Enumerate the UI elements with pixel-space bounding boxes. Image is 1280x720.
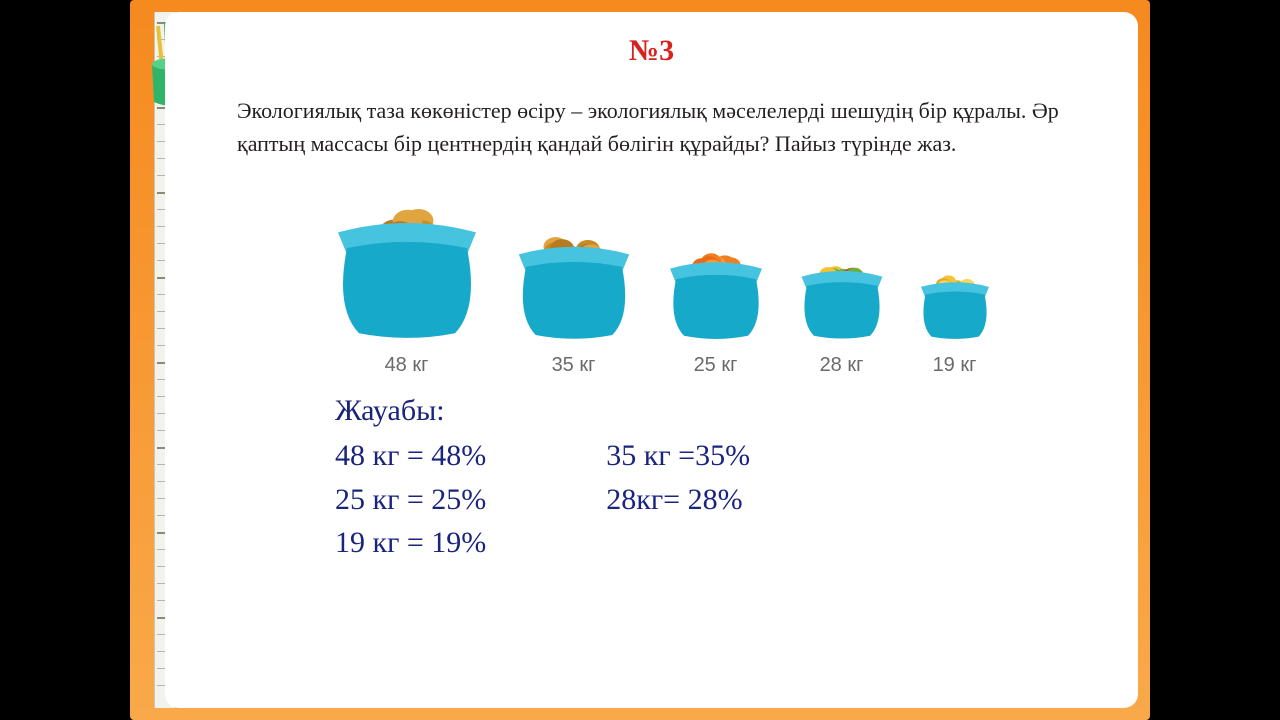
answer-cell: 28кг= 28% <box>606 478 742 522</box>
bag-weight-label: 35 кг <box>552 354 596 377</box>
slide-inner-card: №3 Экологиялық таза көкөністер өсіру – э… <box>165 12 1138 708</box>
answer-header: Жауабы: <box>335 389 1138 433</box>
bag-weight-label: 28 кг <box>820 354 864 377</box>
bag-item: 28 кг <box>798 247 886 376</box>
bags-row: 48 кг 35 кг 25 кг 28 кг 19 кг <box>165 182 1138 377</box>
bag-icon <box>666 235 766 340</box>
answer-cell: 19 кг = 19% <box>335 521 486 565</box>
bag-item: 25 кг <box>666 235 766 377</box>
bag-icon <box>918 262 992 340</box>
task-prompt-text: Экологиялық таза көкөністер өсіру – экол… <box>165 68 1138 160</box>
answer-cell: 35 кг =35% <box>606 434 750 478</box>
bag-weight-label: 19 кг <box>933 354 977 377</box>
slide-outer-frame: №3 Экологиялық таза көкөністер өсіру – э… <box>130 0 1150 720</box>
bag-icon <box>798 247 886 339</box>
answer-row: 19 кг = 19% <box>335 521 1138 565</box>
answer-block: Жауабы: 48 кг = 48% 35 кг =35% 25 кг = 2… <box>165 377 1138 565</box>
bag-icon <box>332 182 482 340</box>
answer-row: 48 кг = 48% 35 кг =35% <box>335 434 1138 478</box>
bag-item: 19 кг <box>918 262 992 377</box>
answer-row: 25 кг = 25% 28кг= 28% <box>335 478 1138 522</box>
task-number-title: №3 <box>165 12 1138 68</box>
answer-cell: 25 кг = 25% <box>335 478 486 522</box>
bag-icon <box>514 214 634 340</box>
bag-item: 35 кг <box>514 214 634 377</box>
bag-weight-label: 25 кг <box>694 354 738 377</box>
bag-weight-label: 48 кг <box>385 354 429 377</box>
bag-item: 48 кг <box>332 182 482 377</box>
answer-cell: 48 кг = 48% <box>335 434 486 478</box>
